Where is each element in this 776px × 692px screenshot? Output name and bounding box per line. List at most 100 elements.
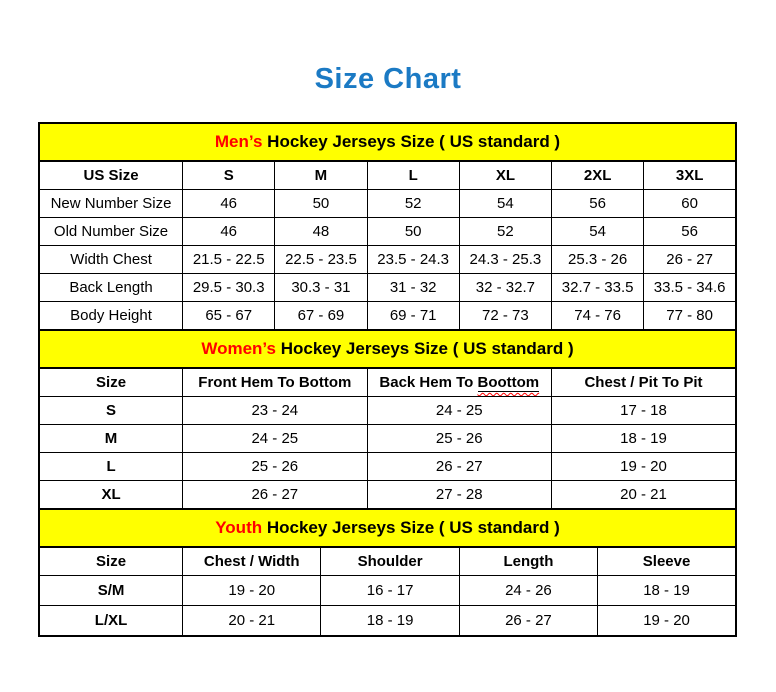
mens-size-cell: 56 <box>643 217 737 246</box>
womens-size-cell: 25 - 26 <box>182 452 368 481</box>
youth-size-cell: 26 - 27 <box>458 605 599 637</box>
mens-size-cell: 50 <box>274 189 368 218</box>
womens-column-header: Back Hem To Boottom <box>366 367 553 397</box>
mens-size-cell: 60 <box>643 189 737 218</box>
mens-column-header: 3XL <box>643 160 737 190</box>
youth-size-cell: 18 - 19 <box>320 605 460 637</box>
mens-size-cell: 21.5 - 22.5 <box>182 245 276 274</box>
youth-size-cell: 18 - 19 <box>597 575 737 606</box>
mens-size-cell: 56 <box>551 189 645 218</box>
mens-size-cell: 26 - 27 <box>643 245 737 274</box>
mens-size-cell: 72 - 73 <box>458 301 553 331</box>
youth-section-header: Youth Hockey Jerseys Size ( US standard … <box>38 508 737 548</box>
youth-column-header: Sleeve <box>597 546 737 576</box>
size-chart-tables: Men’s Hockey Jerseys Size ( US standard … <box>38 122 737 637</box>
womens-column-header: Front Hem To Bottom <box>182 367 368 397</box>
womens-highlight-word: Women’s <box>201 339 276 358</box>
mens-column-header: 2XL <box>551 160 645 190</box>
womens-size-cell: 25 - 26 <box>366 424 553 453</box>
mens-size-cell: 23.5 - 24.3 <box>366 245 460 274</box>
mens-size-cell: 74 - 76 <box>551 301 645 331</box>
youth-column-header: Chest / Width <box>182 546 322 576</box>
youth-row-label: S/M <box>38 575 184 606</box>
womens-size-cell: 26 - 27 <box>182 480 368 510</box>
mens-size-cell: 77 - 80 <box>643 301 737 331</box>
mens-size-cell: 22.5 - 23.5 <box>274 245 368 274</box>
mens-size-table: Men’s Hockey Jerseys Size ( US standard … <box>38 122 737 331</box>
mens-size-cell: 48 <box>274 217 368 246</box>
table-row: L/XL 20 - 21 18 - 19 26 - 27 19 - 20 <box>38 605 737 637</box>
womens-size-cell: 24 - 25 <box>182 424 368 453</box>
mens-size-cell: 31 - 32 <box>366 273 460 302</box>
mens-header-text: Hockey Jerseys Size ( US standard ) <box>267 132 561 151</box>
table-row: M 24 - 25 25 - 26 18 - 19 <box>38 424 737 453</box>
womens-size-cell: 27 - 28 <box>366 480 553 510</box>
youth-size-cell: 19 - 20 <box>182 575 322 606</box>
mens-size-cell: 50 <box>366 217 460 246</box>
mens-row-label: Body Height <box>38 301 184 331</box>
mens-size-cell: 46 <box>182 217 276 246</box>
womens-row-label: XL <box>38 480 184 510</box>
youth-size-cell: 20 - 21 <box>182 605 322 637</box>
mens-size-cell: 46 <box>182 189 276 218</box>
youth-header-text: Hockey Jerseys Size ( US standard ) <box>266 518 560 537</box>
mens-column-header: L <box>366 160 460 190</box>
womens-size-cell: 20 - 21 <box>551 480 737 510</box>
womens-size-cell: 19 - 20 <box>551 452 737 481</box>
mens-size-cell: 69 - 71 <box>366 301 460 331</box>
womens-size-cell: 23 - 24 <box>182 396 368 425</box>
youth-size-table: Youth Hockey Jerseys Size ( US standard … <box>38 508 737 637</box>
table-row: L 25 - 26 26 - 27 19 - 20 <box>38 452 737 481</box>
mens-size-cell: 65 - 67 <box>182 301 276 331</box>
table-row: S 23 - 24 24 - 25 17 - 18 <box>38 396 737 425</box>
mens-size-cell: 52 <box>458 217 553 246</box>
youth-highlight-word: Youth <box>215 518 263 537</box>
table-row: Body Height 65 - 67 67 - 69 69 - 71 72 -… <box>38 301 737 331</box>
womens-section-header: Women’s Hockey Jerseys Size ( US standar… <box>38 329 737 369</box>
table-row: S/M 19 - 20 16 - 17 24 - 26 18 - 19 <box>38 575 737 606</box>
mens-size-cell: 54 <box>551 217 645 246</box>
table-row: XL 26 - 27 27 - 28 20 - 21 <box>38 480 737 510</box>
youth-column-header: Shoulder <box>320 546 460 576</box>
youth-size-cell: 16 - 17 <box>320 575 460 606</box>
womens-header-text: Hockey Jerseys Size ( US standard ) <box>280 339 574 358</box>
youth-size-cell: 24 - 26 <box>458 575 599 606</box>
mens-size-cell: 30.3 - 31 <box>274 273 368 302</box>
womens-size-cell: 24 - 25 <box>366 396 553 425</box>
mens-column-header-row: US Size S M L XL 2XL 3XL <box>38 160 737 190</box>
mens-section-header-row: Men’s Hockey Jerseys Size ( US standard … <box>38 122 737 162</box>
misspelled-word: Boottom <box>477 374 540 392</box>
mens-size-cell: 54 <box>458 189 553 218</box>
mens-row-label: Old Number Size <box>38 217 184 246</box>
table-row: Old Number Size 46 48 50 52 54 56 <box>38 217 737 246</box>
mens-row-label: Back Length <box>38 273 184 302</box>
table-row: Back Length 29.5 - 30.3 30.3 - 31 31 - 3… <box>38 273 737 302</box>
youth-column-header: Size <box>38 546 184 576</box>
womens-size-cell: 18 - 19 <box>551 424 737 453</box>
table-row: Width Chest 21.5 - 22.5 22.5 - 23.5 23.5… <box>38 245 737 274</box>
mens-size-cell: 24.3 - 25.3 <box>458 245 553 274</box>
youth-section-header-row: Youth Hockey Jerseys Size ( US standard … <box>38 508 737 548</box>
mens-size-cell: 32 - 32.7 <box>458 273 553 302</box>
womens-section-header-row: Women’s Hockey Jerseys Size ( US standar… <box>38 329 737 369</box>
mens-size-cell: 32.7 - 33.5 <box>551 273 645 302</box>
youth-column-header-row: Size Chest / Width Shoulder Length Sleev… <box>38 546 737 576</box>
mens-size-cell: 52 <box>366 189 460 218</box>
table-row: New Number Size 46 50 52 54 56 60 <box>38 189 737 218</box>
mens-row-label: New Number Size <box>38 189 184 218</box>
womens-row-label: L <box>38 452 184 481</box>
womens-row-label: S <box>38 396 184 425</box>
womens-back-hem-prefix: Back Hem To <box>379 374 474 391</box>
mens-section-header: Men’s Hockey Jerseys Size ( US standard … <box>38 122 737 162</box>
mens-column-header: S <box>182 160 276 190</box>
mens-size-cell: 29.5 - 30.3 <box>182 273 276 302</box>
mens-highlight-word: Men’s <box>214 132 263 151</box>
mens-column-header: US Size <box>38 160 184 190</box>
mens-size-cell: 67 - 69 <box>274 301 368 331</box>
womens-column-header: Size <box>38 367 184 397</box>
womens-column-header: Chest / Pit To Pit <box>551 367 737 397</box>
mens-size-cell: 33.5 - 34.6 <box>643 273 737 302</box>
mens-column-header: XL <box>458 160 553 190</box>
mens-row-label: Width Chest <box>38 245 184 274</box>
